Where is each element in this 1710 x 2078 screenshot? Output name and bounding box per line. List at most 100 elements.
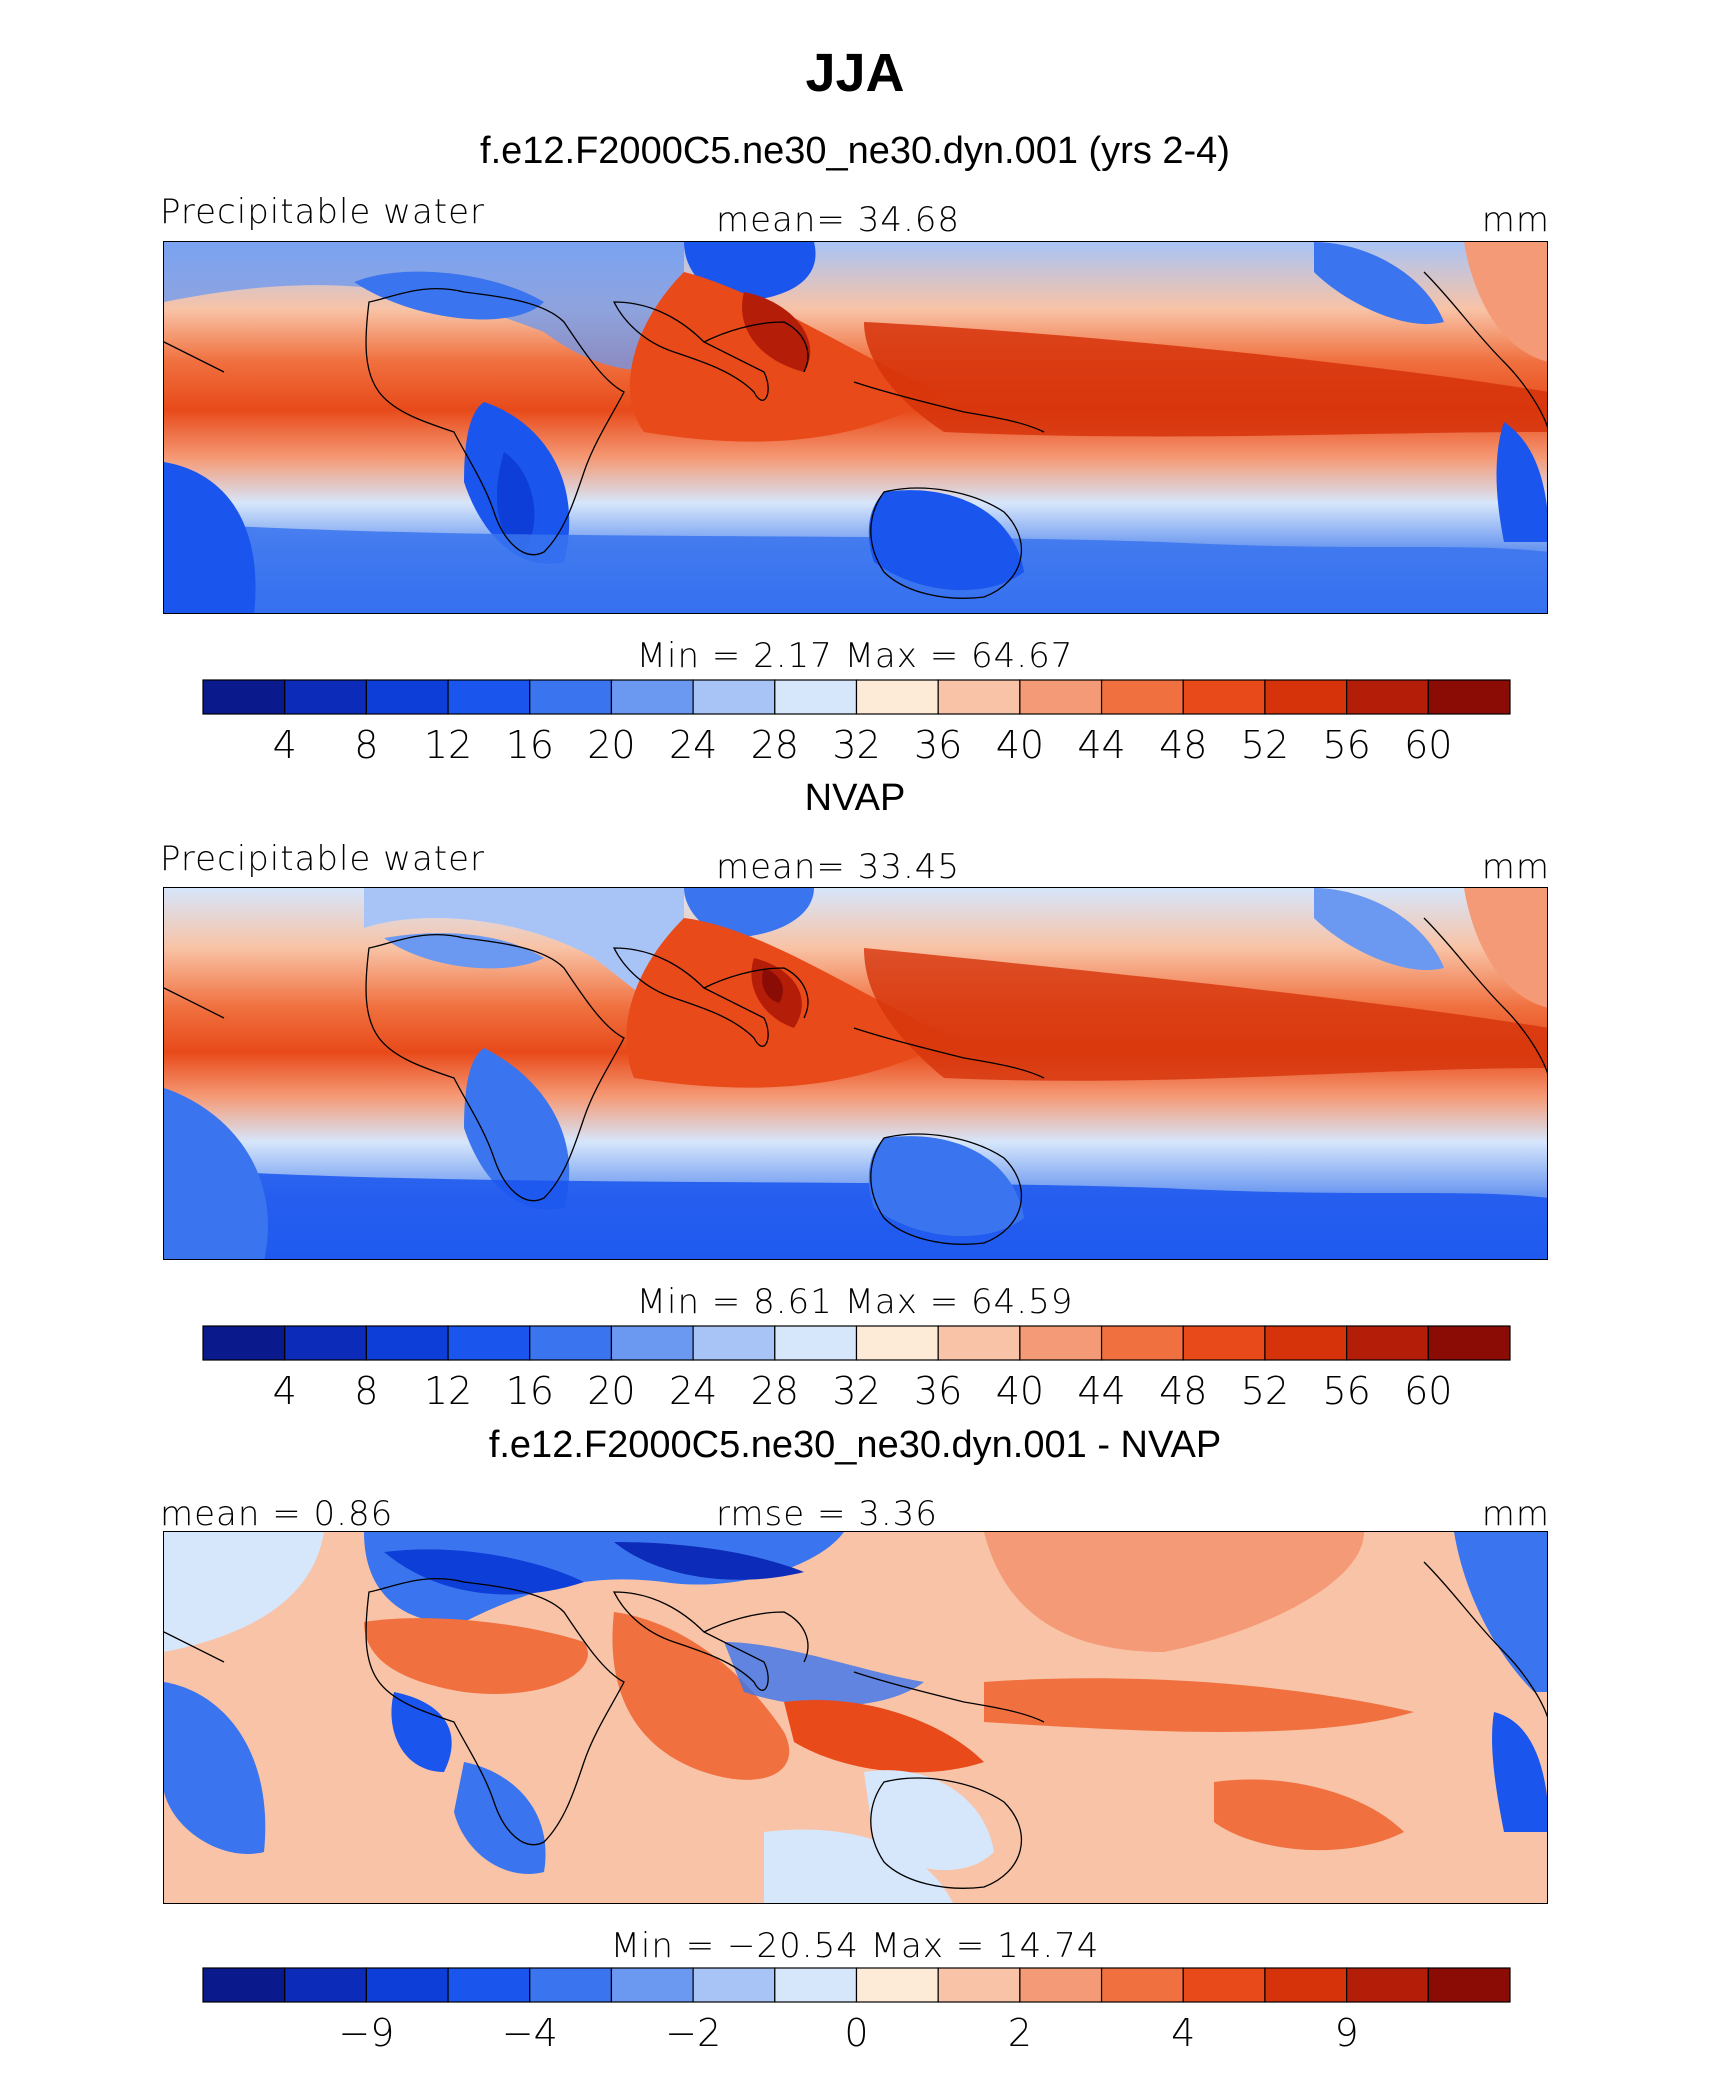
colorbar-tick-label: 40 bbox=[996, 1369, 1044, 1413]
panel-3-minmax: Min = −20.54 Max = 14.74 bbox=[610, 1926, 1100, 1966]
colorbar-swatch bbox=[529, 679, 613, 715]
colorbar-swatch bbox=[937, 1967, 1021, 2003]
panel-3-units-label: mm bbox=[1481, 1494, 1550, 1534]
colorbar-tick-label: 32 bbox=[832, 723, 880, 767]
colorbar-swatch bbox=[774, 1325, 858, 1361]
colorbar-swatch bbox=[1264, 1325, 1348, 1361]
colorbar-swatch bbox=[774, 679, 858, 715]
colorbar-swatch bbox=[202, 679, 286, 715]
colorbar-tick-label: 28 bbox=[751, 1369, 799, 1413]
panel-3-rmse-label: rmse = 3.36 bbox=[716, 1494, 938, 1534]
panel-2-minmax: Min = 8.61 Max = 64.59 bbox=[636, 1282, 1074, 1322]
panel-3-mean-label: mean = 0.86 bbox=[160, 1494, 394, 1534]
colorbar-tick-label: 52 bbox=[1241, 1369, 1289, 1413]
colorbar-swatch bbox=[529, 1967, 613, 2003]
colorbar-tick-label: 12 bbox=[424, 723, 472, 767]
colorbar-tick-label: 20 bbox=[587, 1369, 635, 1413]
colorbar-tick-label: 60 bbox=[1404, 1369, 1452, 1413]
panel-1-contour-field bbox=[164, 242, 1547, 613]
panel-1-map bbox=[163, 241, 1548, 614]
colorbar-tick-label: 4 bbox=[273, 723, 297, 767]
colorbar-tick-label: −2 bbox=[665, 2011, 721, 2055]
colorbar-swatch bbox=[1346, 679, 1429, 715]
colorbar-tick-label: 60 bbox=[1404, 723, 1452, 767]
panel-1-title: f.e12.F2000C5.ne30_ne30.dyn.001 (yrs 2-4… bbox=[480, 130, 1230, 172]
colorbar-swatch bbox=[774, 1967, 858, 2003]
panel-2-colorbar: 4 8 12 16 20 24 28 32 36 40 44 48 52 56 60 bbox=[202, 1325, 1511, 1413]
colorbar-tick-label: 9 bbox=[1335, 2011, 1359, 2055]
colorbar-swatch bbox=[1182, 679, 1266, 715]
colorbar-swatch bbox=[1019, 1967, 1103, 2003]
panel-3-colorbar: −9 −4 −2 0 2 4 9 bbox=[202, 1967, 1511, 2055]
colorbar-swatch bbox=[1182, 1967, 1266, 2003]
panel-2-title: NVAP bbox=[804, 777, 906, 819]
colorbar-tick-label: 24 bbox=[669, 723, 717, 767]
colorbar-swatch bbox=[447, 679, 531, 715]
colorbar-swatch bbox=[202, 1325, 286, 1361]
colorbar-swatch bbox=[937, 679, 1021, 715]
colorbar-tick-label: 44 bbox=[1077, 1369, 1125, 1413]
colorbar-swatch bbox=[1182, 1325, 1266, 1361]
colorbar-swatch bbox=[1100, 679, 1184, 715]
colorbar-swatch bbox=[447, 1325, 531, 1361]
colorbar-tick-label: 44 bbox=[1077, 723, 1125, 767]
colorbar-swatch bbox=[365, 679, 449, 715]
colorbar-tick-label: −4 bbox=[502, 2011, 558, 2055]
colorbar-tick-label: 12 bbox=[424, 1369, 472, 1413]
colorbar-tick-label: 32 bbox=[832, 1369, 880, 1413]
colorbar-tick-label: 48 bbox=[1159, 723, 1207, 767]
panel-1-units-label: mm bbox=[1481, 200, 1550, 240]
colorbar-swatch bbox=[1427, 1325, 1511, 1361]
colorbar-tick-label: 36 bbox=[914, 723, 962, 767]
colorbar-swatch bbox=[610, 679, 694, 715]
colorbar-tick-label: 52 bbox=[1241, 723, 1289, 767]
panel-2-variable-label: Precipitable water bbox=[160, 839, 486, 879]
figure-title: JJA bbox=[805, 43, 905, 103]
panel-2-mean-label: mean= 33.45 bbox=[716, 847, 961, 887]
colorbar-swatch bbox=[1427, 1967, 1511, 2003]
colorbar-tick-label: 4 bbox=[1171, 2011, 1195, 2055]
panel-1-colorbar: 4 8 12 16 20 24 28 32 36 40 44 48 52 56 60 bbox=[202, 679, 1511, 767]
colorbar-swatch bbox=[1264, 679, 1348, 715]
colorbar-tick-label: 48 bbox=[1159, 1369, 1207, 1413]
colorbar-tick-label: 56 bbox=[1322, 723, 1370, 767]
colorbar-swatch bbox=[855, 1325, 939, 1361]
panel-3-map bbox=[163, 1531, 1548, 1904]
colorbar-swatch bbox=[855, 679, 939, 715]
colorbar-tick-label: 24 bbox=[669, 1369, 717, 1413]
colorbar-swatch bbox=[447, 1967, 531, 2003]
colorbar-swatch bbox=[284, 1325, 367, 1361]
colorbar-swatch bbox=[692, 1325, 776, 1361]
colorbar-swatch bbox=[1019, 679, 1103, 715]
colorbar-tick-label: 20 bbox=[587, 723, 635, 767]
colorbar-tick-label: 0 bbox=[844, 2011, 868, 2055]
colorbar-tick-label: 16 bbox=[506, 1369, 554, 1413]
colorbar-swatch bbox=[692, 679, 776, 715]
colorbar-tick-label: 8 bbox=[354, 1369, 378, 1413]
colorbar-swatch bbox=[202, 1967, 286, 2003]
colorbar-tick-label: 2 bbox=[1008, 2011, 1032, 2055]
colorbar-tick-label: 36 bbox=[914, 1369, 962, 1413]
panel-3-title: f.e12.F2000C5.ne30_ne30.dyn.001 - NVAP bbox=[488, 1424, 1222, 1466]
colorbar-tick-label: 28 bbox=[751, 723, 799, 767]
colorbar-swatch bbox=[365, 1967, 449, 2003]
colorbar-swatch bbox=[1100, 1967, 1184, 2003]
colorbar-tick-label: 56 bbox=[1322, 1369, 1370, 1413]
colorbar-swatch bbox=[529, 1325, 613, 1361]
panel-2-contour-field bbox=[164, 888, 1547, 1259]
colorbar-swatch bbox=[1427, 679, 1511, 715]
colorbar-swatch bbox=[1346, 1325, 1429, 1361]
panel-1-variable-label: Precipitable water bbox=[160, 192, 486, 232]
colorbar-swatch bbox=[855, 1967, 939, 2003]
panel-2-units-label: mm bbox=[1481, 847, 1550, 887]
colorbar-tick-label: 4 bbox=[273, 1369, 297, 1413]
colorbar-swatch bbox=[1100, 1325, 1184, 1361]
panel-1-mean-label: mean= 34.68 bbox=[716, 200, 961, 240]
colorbar-tick-label: 40 bbox=[996, 723, 1044, 767]
colorbar-swatch bbox=[610, 1967, 694, 2003]
colorbar-swatch bbox=[692, 1967, 776, 2003]
colorbar-tick-label: −9 bbox=[338, 2011, 394, 2055]
colorbar-swatch bbox=[1346, 1967, 1429, 2003]
colorbar-swatch bbox=[1019, 1325, 1103, 1361]
colorbar-tick-label: 16 bbox=[506, 723, 554, 767]
